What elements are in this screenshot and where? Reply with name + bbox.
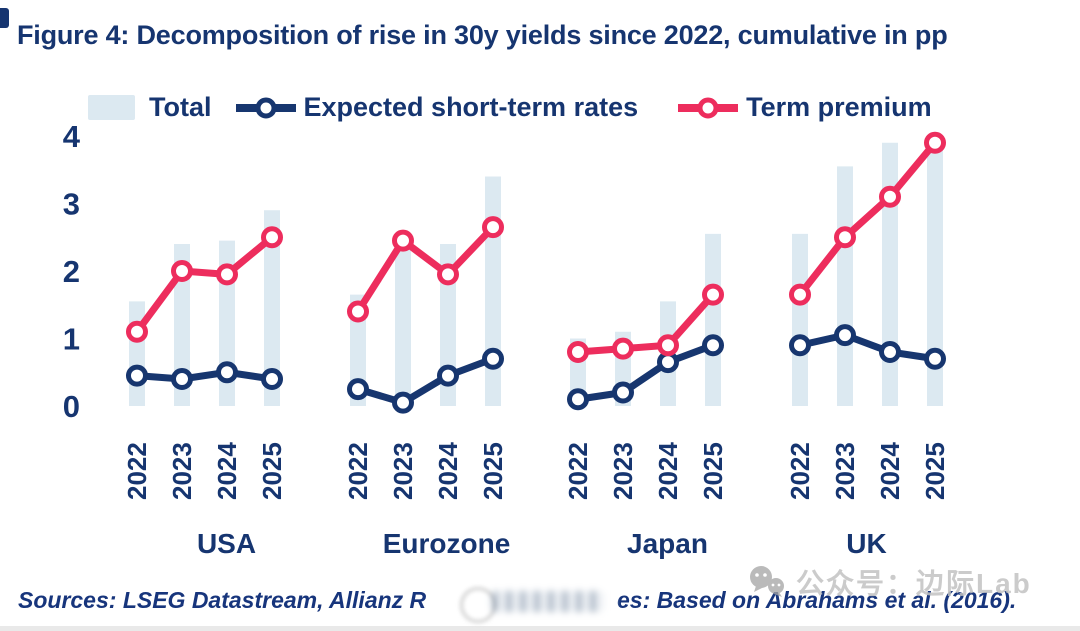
total-bar [174,244,190,406]
faint-logo-circle [460,587,496,623]
term-premium-marker [657,334,679,357]
edge-artifact [0,8,9,28]
expected-short-term-rates-marker [126,364,148,387]
term-premium-marker [879,185,901,208]
expected-short-term-rates-marker [702,334,724,357]
expected-short-term-rates-marker [392,391,414,414]
total-bar [350,294,366,406]
term-premium-marker [702,283,724,306]
y-axis-tick-label: 2 [63,254,80,289]
term-premium-marker [567,341,589,363]
total-bar [129,301,145,406]
legend-label-expected-short-term-rates: Expected short-term rates [303,92,639,122]
watermark: 公众号：边际Lab [746,562,1032,602]
year-label: 2022 [343,442,373,500]
expected-short-term-rates-line [356,355,495,407]
year-label: 2025 [920,442,950,500]
panel-label: Eurozone [383,528,511,559]
blurred-text-smudge [492,591,604,612]
year-label: 2024 [653,442,683,500]
year-label: 2024 [433,442,463,500]
y-axis-tick-label: 1 [63,322,80,357]
expected-short-term-rates-line-icon [235,97,296,118]
y-axis-tick-label: 0 [63,389,80,424]
expected-short-term-rates-marker [612,381,634,404]
total-bar-swatch [88,95,135,120]
total-bar [395,244,411,406]
expected-short-term-rates-marker [216,361,238,384]
term-premium-marker [924,131,946,154]
figure-title: Figure 4: Decomposition of rise in 30y y… [17,20,948,50]
term-premium-marker [482,216,504,239]
year-label: 2025 [698,442,728,500]
total-bar [882,142,898,406]
term-premium-line-icon [678,97,739,118]
term-premium-marker [437,263,459,286]
year-label: 2023 [167,442,197,500]
blurred-redaction-patch [430,576,616,623]
term-premium-marker [392,229,414,252]
sources-text-left: Sources: LSEG Datastream, Allianz R [18,587,427,613]
legend-label-total: Total [149,92,212,122]
expected-short-term-rates-marker [879,341,901,363]
panel-label: Japan [627,528,708,559]
year-label: 2024 [212,442,242,500]
term-premium-line [577,292,716,356]
expected-short-term-rates-line [577,341,715,403]
total-bar [927,142,943,406]
term-premium-line [355,224,496,314]
total-bar [837,166,853,406]
panel-label: UK [846,528,886,559]
expected-short-term-rates-marker [924,347,946,370]
legend-label-term-premium: Term premium [746,92,932,122]
term-premium-line [797,140,938,297]
expected-short-term-rates-line [136,368,273,383]
expected-short-term-rates-line [799,331,936,363]
watermark-text: 公众号：边际Lab [796,568,1032,599]
expected-short-term-rates-marker [347,378,369,401]
panel-label: USA [197,528,256,559]
year-label: 2025 [257,442,287,500]
total-bar [264,210,280,406]
y-axis-tick-label: 3 [63,187,80,222]
sources-text-right: es: Based on Abrahams et al. (2016). [617,587,1017,613]
year-label: 2023 [388,442,418,500]
term-premium-marker [261,226,283,249]
year-label: 2023 [608,442,638,500]
term-premium-marker [126,320,148,343]
wechat-bubbles-icon [750,566,784,597]
y-axis-tick-label: 4 [63,119,81,154]
year-label: 2024 [875,442,905,500]
year-label: 2022 [122,442,152,500]
expected-short-term-rates-marker [437,364,459,387]
total-bar [705,233,721,406]
year-label: 2023 [830,442,860,500]
expected-short-term-rates-marker [789,334,811,357]
term-premium-marker [216,263,238,286]
chart-legend: Total Expected short-term rates Term pre… [88,92,932,123]
expected-short-term-rates-marker [834,324,856,347]
term-premium-marker [789,283,811,306]
bottom-border-strip [0,626,1080,631]
term-premium-marker [171,260,193,282]
year-label: 2022 [785,442,815,500]
expected-short-term-rates-marker [482,347,504,370]
expected-short-term-rates-marker [261,368,283,390]
term-premium-marker [347,300,369,323]
total-bar [792,233,808,406]
term-premium-marker [612,337,634,360]
term-premium-marker [834,226,856,249]
expected-short-term-rates-marker [567,388,589,411]
year-label: 2022 [563,442,593,500]
year-label: 2025 [478,442,508,500]
expected-short-term-rates-marker [171,368,193,390]
total-bar [485,176,501,406]
term-premium-line [134,234,275,334]
